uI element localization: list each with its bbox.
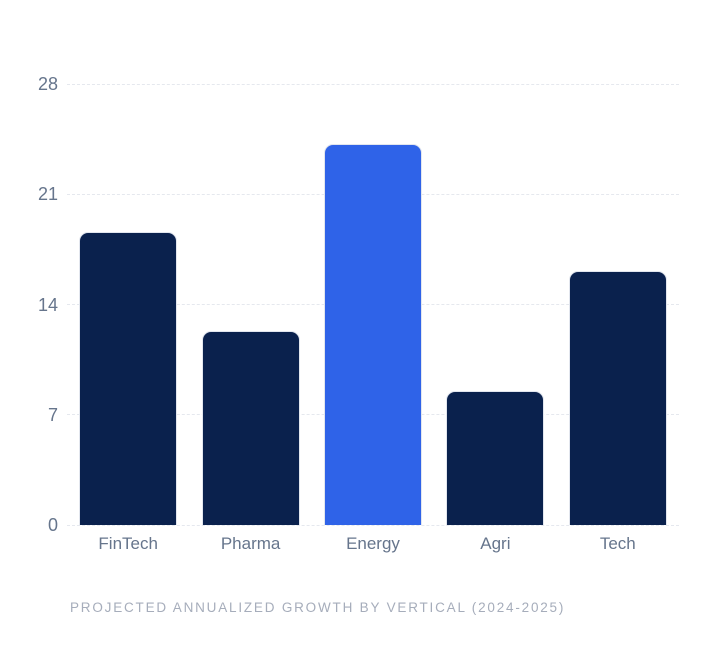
bar-agri xyxy=(446,391,545,525)
bar-energy xyxy=(324,143,422,525)
x-axis-label-fintech: FinTech xyxy=(98,534,158,553)
chart-caption: PROJECTED ANNUALIZED GROWTH BY VERTICAL … xyxy=(70,600,566,615)
y-axis-tick-label: 14 xyxy=(37,294,58,315)
x-axis-label-agri: Agri xyxy=(480,534,511,553)
bar-pharma xyxy=(201,331,300,525)
y-axis-tick-label: 28 xyxy=(37,74,58,94)
gridline xyxy=(67,83,679,85)
bar-tech xyxy=(568,271,667,525)
y-axis-tick-label: 21 xyxy=(37,184,58,205)
x-axis-label-tech: Tech xyxy=(599,534,636,553)
y-axis-tick-label: 0 xyxy=(47,515,58,535)
gridline xyxy=(67,524,679,526)
x-axis-label-energy: Energy xyxy=(346,534,400,553)
bar-fintech xyxy=(79,232,178,525)
y-axis-tick-label: 7 xyxy=(47,404,58,425)
x-axis-label-pharma: Pharma xyxy=(220,534,281,553)
